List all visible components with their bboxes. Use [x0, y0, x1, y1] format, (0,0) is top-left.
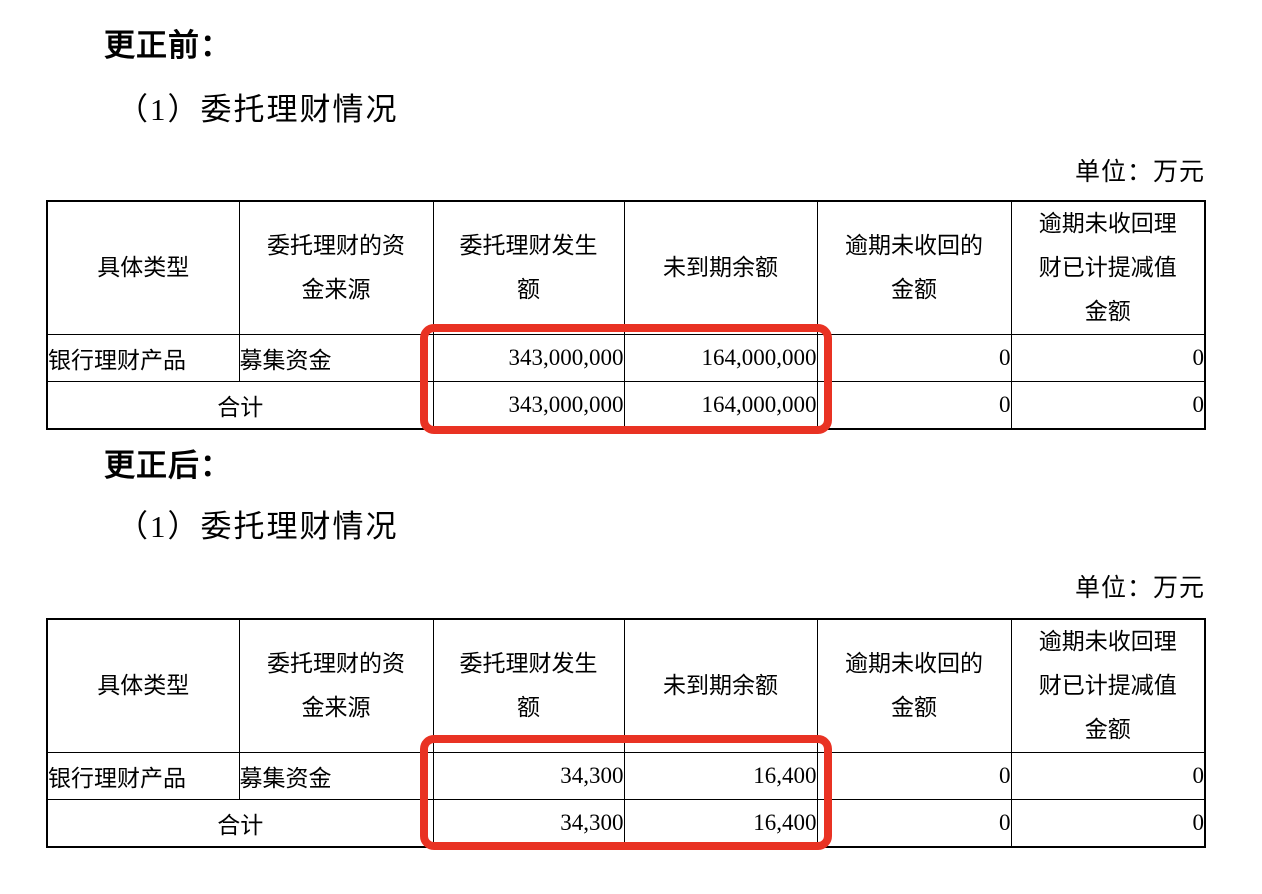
total-impairment: 0: [1010, 799, 1206, 847]
table-total-row: 合计 34,300 16,400 0 0: [46, 799, 1206, 847]
table-header-row: 具体类型 委托理财的资 金来源 委托理财发生 额 未到期余额 逾期未收回的 金额…: [46, 200, 1206, 335]
cell-amount: 343,000,000: [432, 334, 625, 382]
section-heading-after: 更正后：: [104, 448, 232, 483]
header-cell-impairment: 逾期未收回理 财已计提减值 金额: [1010, 200, 1206, 335]
header-cell-impairment: 逾期未收回理 财已计提减值 金额: [1010, 618, 1206, 753]
total-amount: 34,300: [432, 799, 625, 847]
header-cell-outstanding: 未到期余额: [623, 618, 818, 753]
cell-fund-source: 募集资金: [238, 752, 434, 800]
header-cell-overdue: 逾期未收回的 金额: [816, 200, 1012, 335]
header-cell-fund-source: 委托理财的资 金来源: [238, 200, 434, 335]
cell-impairment: 0: [1010, 334, 1206, 382]
header-cell-amount: 委托理财发生 额: [432, 200, 625, 335]
section-heading-before: 更正前：: [104, 28, 232, 63]
entrusted-wealth-table-after: 具体类型 委托理财的资 金来源 委托理财发生 额 未到期余额 逾期未收回的 金额…: [46, 618, 1206, 848]
cell-overdue: 0: [816, 752, 1012, 800]
total-amount: 343,000,000: [432, 381, 625, 429]
section-subheading-before: （1）委托理财情况: [117, 92, 399, 127]
cell-type: 银行理财产品: [46, 334, 240, 382]
cell-outstanding: 16,400: [623, 752, 818, 800]
table-row: 银行理财产品 募集资金 34,300 16,400 0 0: [46, 752, 1206, 800]
total-label-cell: 合计: [46, 799, 434, 847]
header-cell-amount: 委托理财发生 额: [432, 618, 625, 753]
cell-impairment: 0: [1010, 752, 1206, 800]
header-cell-overdue: 逾期未收回的 金额: [816, 618, 1012, 753]
entrusted-wealth-table-before: 具体类型 委托理财的资 金来源 委托理财发生 额 未到期余额 逾期未收回的 金额…: [46, 200, 1206, 430]
unit-label-before: 单位：万元: [1074, 159, 1205, 186]
section-subheading-after: （1）委托理财情况: [117, 509, 399, 544]
cell-amount: 34,300: [432, 752, 625, 800]
unit-label-after: 单位：万元: [1074, 575, 1205, 602]
cell-overdue: 0: [816, 334, 1012, 382]
cell-fund-source: 募集资金: [238, 334, 434, 382]
cell-type: 银行理财产品: [46, 752, 240, 800]
total-overdue: 0: [816, 381, 1012, 429]
header-cell-outstanding: 未到期余额: [623, 200, 818, 335]
header-cell-type: 具体类型: [46, 618, 240, 753]
table-header-row: 具体类型 委托理财的资 金来源 委托理财发生 额 未到期余额 逾期未收回的 金额…: [46, 618, 1206, 753]
header-cell-type: 具体类型: [46, 200, 240, 335]
total-outstanding: 164,000,000: [623, 381, 818, 429]
total-overdue: 0: [816, 799, 1012, 847]
table-total-row: 合计 343,000,000 164,000,000 0 0: [46, 381, 1206, 429]
total-impairment: 0: [1010, 381, 1206, 429]
total-outstanding: 16,400: [623, 799, 818, 847]
total-label-cell: 合计: [46, 381, 434, 429]
header-cell-fund-source: 委托理财的资 金来源: [238, 618, 434, 753]
table-row: 银行理财产品 募集资金 343,000,000 164,000,000 0 0: [46, 334, 1206, 382]
cell-outstanding: 164,000,000: [623, 334, 818, 382]
